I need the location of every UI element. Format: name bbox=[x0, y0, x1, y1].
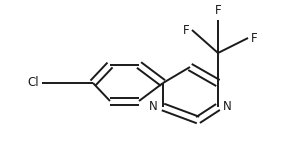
Text: Cl: Cl bbox=[27, 77, 39, 89]
Text: F: F bbox=[251, 31, 258, 44]
Text: F: F bbox=[182, 24, 189, 36]
Text: N: N bbox=[149, 100, 158, 113]
Text: F: F bbox=[215, 4, 221, 17]
Text: N: N bbox=[223, 100, 232, 113]
